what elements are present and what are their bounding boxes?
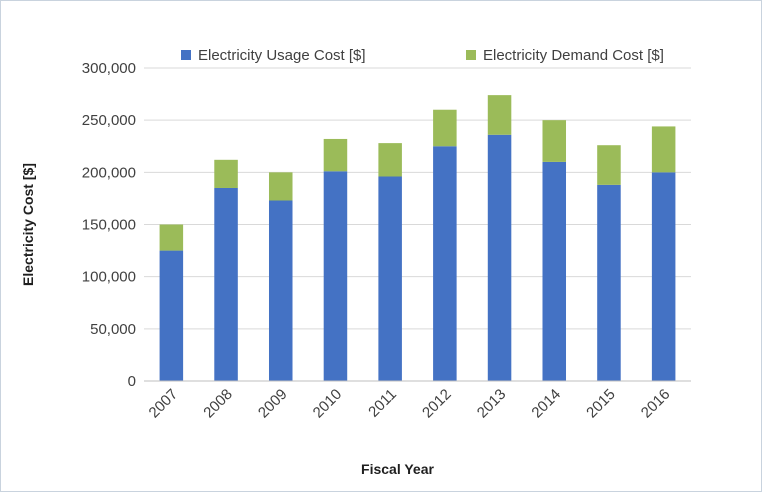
bar-demand-2007 [159,224,184,251]
bar-usage-2016 [651,172,676,381]
legend: Electricity Usage Cost [$] Electricity D… [181,47,664,64]
x-tick-label: 2013 [474,386,510,422]
bars [159,95,676,381]
bar-usage-2012 [433,146,457,381]
legend-label-usage: Electricity Usage Cost [$] [198,47,366,64]
legend-swatch-usage [181,50,191,60]
x-tick-label: 2012 [419,386,455,422]
bar-usage-2015 [597,184,621,381]
bar-demand-2012 [433,109,457,147]
x-tick-label: 2010 [310,386,346,422]
bar-usage-2011 [378,176,402,381]
x-tick-label: 2016 [638,386,674,422]
y-axis-title: Electricity Cost [$] [20,163,36,286]
bar-demand-2011 [378,143,402,177]
bar-usage-2008 [214,187,238,381]
x-tick-label: 2008 [200,386,236,422]
y-tick-label: 50,000 [90,321,136,338]
bar-usage-2007 [159,250,184,381]
x-axis-title: Fiscal Year [361,461,434,477]
y-axis-ticks: 0 50,000 100,000 150,000 200,000 250,000 300,0… [82,60,136,390]
bar-demand-2016 [651,126,676,173]
bar-demand-2010 [323,138,348,172]
y-tick-label: 200,000 [82,164,136,181]
x-tick-label: 2011 [365,386,400,421]
bar-demand-2008 [214,159,238,188]
bar-usage-2014 [542,161,567,381]
legend-swatch-demand [466,50,476,60]
y-tick-label: 0 [128,373,136,390]
bar-usage-2009 [268,200,293,381]
bar-demand-2014 [542,120,567,162]
bar-demand-2015 [597,145,621,185]
x-tick-label: 2015 [583,386,619,422]
x-tick-label: 2009 [255,386,291,422]
x-tick-label: 2014 [528,386,564,422]
bar-demand-2013 [487,95,512,135]
bar-demand-2009 [268,172,293,201]
legend-label-demand: Electricity Demand Cost [$] [483,47,664,64]
y-tick-label: 300,000 [82,60,136,77]
y-tick-label: 100,000 [82,269,136,286]
y-tick-label: 150,000 [82,217,136,234]
x-axis-ticks: 2007 2008 2009 2010 2011 2012 2013 2014 2015 2016 [146,386,674,422]
x-tick-label: 2007 [146,386,182,422]
bar-usage-2013 [487,134,512,381]
y-tick-label: 250,000 [82,112,136,129]
bar-usage-2010 [323,171,348,381]
